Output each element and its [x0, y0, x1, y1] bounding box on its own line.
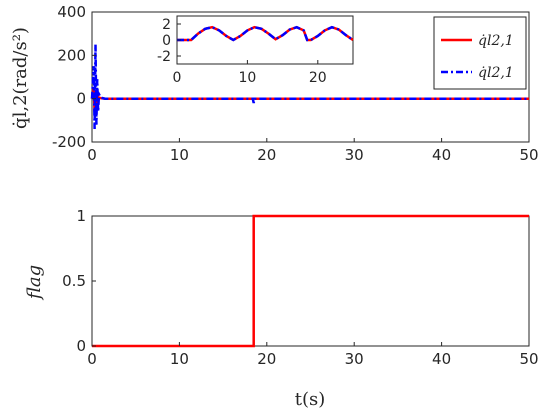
inset-ticks: 0 10 20-202	[157, 17, 327, 86]
bottom-x-tick-label: 0	[87, 350, 97, 368]
top-x-tick-label: 30	[345, 146, 364, 164]
top-x-tick-label: 40	[432, 146, 451, 164]
legend-box	[433, 16, 527, 90]
inset-series-group	[177, 25, 354, 42]
bottom-plot-area	[91, 215, 530, 347]
bottom-y-tick-label: 0	[76, 337, 86, 355]
legend: q̇l2,1 q̇l2,1	[433, 16, 527, 90]
bottom-y-axis-label: flag	[24, 265, 45, 301]
top-y-tick-label: 0	[76, 90, 86, 108]
bottom-y-tick-label: 0.5	[62, 272, 86, 290]
top-y-tick-label: 200	[57, 46, 86, 64]
legend-label-series-2: q̇l2,1	[478, 65, 514, 81]
bottom-x-tick-label: 30	[345, 350, 364, 368]
bottom-x-tick-label: 20	[257, 350, 276, 368]
inset-x-tick-label: 20	[309, 70, 327, 86]
top-x-tick-label: 0	[87, 146, 97, 164]
top-x-tick-label: 10	[170, 146, 189, 164]
top-x-tick-label: 20	[257, 146, 276, 164]
inset-plot-area	[176, 15, 354, 65]
inset-x-tick-label: 0	[173, 70, 182, 86]
legend-label-series-1: q̇l2,1	[478, 33, 514, 49]
inset-y-tick-label: -2	[157, 49, 171, 65]
inset-y-tick-label: 2	[162, 17, 171, 33]
inset-series-line-2	[177, 25, 354, 42]
top-series-line-2	[90, 44, 529, 130]
bottom-x-tick-label: 50	[519, 350, 538, 368]
bottom-x-tick-label: 10	[170, 350, 189, 368]
top-y-tick-label: -200	[52, 133, 86, 151]
top-x-tick-label: 50	[519, 146, 538, 164]
inset-plot: 0 10 20-202	[157, 15, 354, 86]
bottom-y-tick-label: 1	[76, 207, 86, 225]
inset-y-tick-label: 0	[162, 33, 171, 49]
bottom-ticks: 0 10 20 30 40 50 0 0.5 1	[62, 207, 538, 368]
bottom-panel: 0 10 20 30 40 50 0 0.5 1 flag t(s)	[24, 207, 539, 410]
top-series-group	[90, 44, 529, 130]
top-y-tick-label: 400	[57, 3, 86, 21]
bottom-series-line-1	[92, 214, 529, 348]
inset-x-tick-label: 10	[238, 70, 256, 86]
bottom-series-group	[92, 214, 529, 348]
bottom-x-tick-label: 40	[432, 350, 451, 368]
bottom-x-axis-label: t(s)	[295, 389, 326, 410]
top-y-axis-label: q̇l,2(rad/s²)	[10, 27, 31, 129]
